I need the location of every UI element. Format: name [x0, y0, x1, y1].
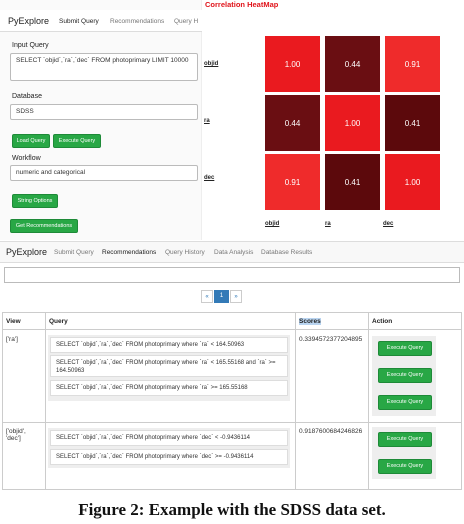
- execute-button[interactable]: Execute Query: [378, 459, 432, 474]
- nav-item[interactable]: Query H: [174, 18, 199, 25]
- label: Workflow: [12, 155, 41, 162]
- divider: [2, 329, 462, 330]
- row-label: dec: [204, 175, 215, 181]
- page-next[interactable]: »: [230, 290, 242, 303]
- label: Input Query: [12, 42, 49, 49]
- nav-item[interactable]: Data Analysis: [214, 249, 254, 256]
- query: SELECT `objid`,`ra`,`dec` FROM photoprim…: [50, 355, 288, 377]
- query: SELECT `objid`,`ra`,`dec` FROM photoprim…: [50, 380, 288, 396]
- heatmap-cell: 1.00: [265, 36, 320, 92]
- heatmap-cell: 1.00: [325, 95, 380, 151]
- nav-item[interactable]: Query History: [165, 249, 205, 256]
- query-textarea[interactable]: SELECT `objid`,`ra`,`dec` FROM photoprim…: [10, 53, 198, 81]
- view: ['objid', 'dec']: [6, 428, 26, 442]
- col-label: ra: [325, 221, 331, 227]
- execute-button[interactable]: Execute Query: [378, 395, 432, 410]
- row-label: objid: [204, 61, 219, 67]
- query: SELECT `objid`,`ra`,`dec` FROM photoprim…: [50, 430, 288, 446]
- heatmap-title: Correlation HeatMap: [205, 0, 279, 9]
- heatmap-cell: 0.91: [265, 154, 320, 210]
- divider: [2, 422, 462, 423]
- score: 0.9187600684246826: [299, 428, 363, 435]
- execute-button[interactable]: Execute Query: [53, 134, 101, 148]
- execute-button[interactable]: Execute Query: [378, 341, 432, 356]
- recommend-button[interactable]: Get Recommendations: [10, 219, 78, 233]
- heatmap-cell: 0.41: [385, 95, 440, 151]
- header: View: [6, 318, 21, 325]
- workflow-select[interactable]: numeric and categorical: [10, 165, 198, 181]
- label: Database: [12, 93, 42, 100]
- brand: PyExplore: [8, 16, 50, 26]
- caption: Figure 2: Example with the SDSS data set…: [78, 500, 386, 519]
- score: 0.3394572377204895: [299, 336, 363, 343]
- divider: [295, 312, 296, 490]
- heatmap-cell: 0.91: [385, 36, 440, 92]
- header: Query: [49, 318, 68, 325]
- page-prev[interactable]: «: [201, 290, 213, 303]
- heatmap-cell: 0.44: [265, 95, 320, 151]
- load-button[interactable]: Load Query: [12, 134, 50, 148]
- nav-item[interactable]: Recommendations: [110, 18, 165, 25]
- page-current[interactable]: 1: [214, 290, 229, 303]
- execute-button[interactable]: Execute Query: [378, 432, 432, 447]
- navbar: [0, 241, 464, 263]
- col-label: dec: [383, 221, 394, 227]
- heatmap-cell: 0.44: [325, 36, 380, 92]
- nav-item[interactable]: Database Results: [261, 249, 313, 256]
- row-label: ra: [204, 118, 210, 124]
- query: SELECT `objid`,`ra`,`dec` FROM photoprim…: [50, 337, 288, 353]
- string-button[interactable]: String Options: [12, 194, 58, 208]
- table: [2, 312, 462, 490]
- divider: [45, 312, 46, 490]
- header: Action: [372, 318, 393, 325]
- header: Scores: [299, 318, 321, 325]
- query: SELECT `objid`,`ra`,`dec` FROM photoprim…: [50, 449, 288, 465]
- nav-item[interactable]: Submit Query: [59, 18, 99, 25]
- nav-item[interactable]: Recommendations: [102, 249, 157, 256]
- heatmap-cell: 0.41: [325, 154, 380, 210]
- nav-item[interactable]: Submit Query: [54, 249, 94, 256]
- heatmap-cell: 1.00: [385, 154, 440, 210]
- navbar: [0, 10, 202, 32]
- col-label: objid: [265, 221, 280, 227]
- divider: [368, 312, 369, 490]
- execute-button[interactable]: Execute Query: [378, 368, 432, 383]
- database-input[interactable]: SDSS: [10, 104, 198, 120]
- view: ['ra']: [6, 336, 18, 343]
- search-input[interactable]: [4, 267, 460, 283]
- brand: PyExplore: [6, 247, 48, 257]
